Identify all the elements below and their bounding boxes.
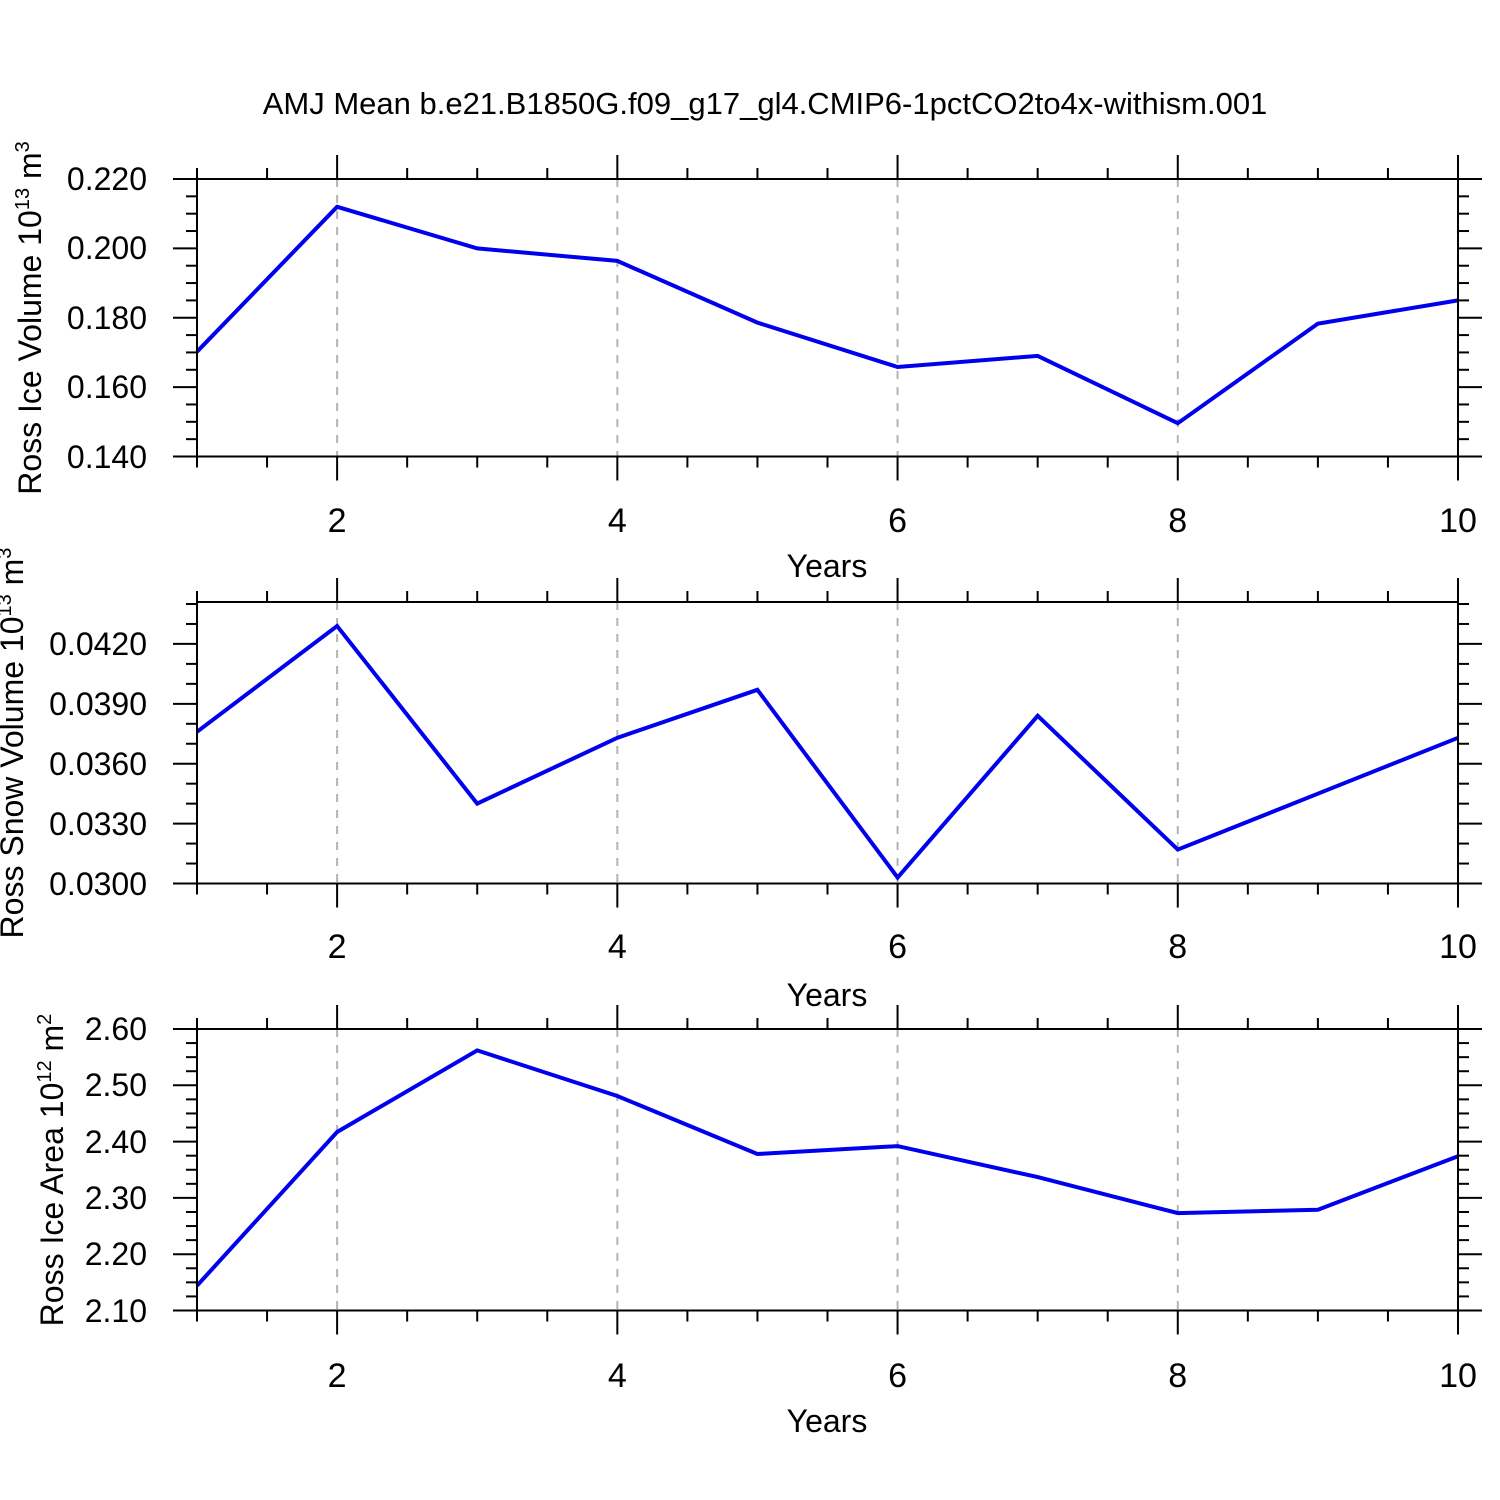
x-tick-label-ross-ice-volume: 8 (1168, 502, 1188, 540)
y-tick-label-ross-snow-volume: 0.0330 (49, 805, 147, 842)
y-tick-label-ross-ice-area: 2.60 (84, 1011, 147, 1047)
y-axis-title-unit-exp: 3 (12, 141, 34, 153)
y-axis-title-ice-area: Ross Ice Area 1012 m2 (26, 910, 78, 1430)
y-tick-label-ross-ice-volume: 0.200 (66, 230, 147, 267)
y-tick-label-ross-ice-area: 2.10 (84, 1292, 147, 1329)
x-tick-label-ross-ice-area: 6 (888, 1357, 907, 1395)
x-tick-label-ross-snow-volume: 2 (327, 928, 347, 966)
x-tick-label-ross-ice-area: 8 (1168, 1357, 1188, 1395)
x-tick-label-ross-snow-volume: 8 (1168, 928, 1188, 966)
y-tick-label-ross-ice-volume: 0.220 (66, 161, 147, 197)
y-tick-label-ross-ice-volume: 0.160 (66, 369, 147, 406)
y-tick-label-ross-snow-volume: 0.0360 (49, 745, 147, 782)
x-tick-label-ross-ice-volume: 2 (327, 502, 347, 540)
x-tick-label-ross-ice-area: 10 (1439, 1357, 1477, 1395)
chart-title: AMJ Mean b.e21.B1850G.f09_g17_gl4.CMIP6-… (262, 86, 1268, 121)
data-line-ross-snow-volume (195, 623, 1459, 881)
y-axis-title-exp: 13 (0, 594, 16, 617)
y-tick-label-ross-ice-area: 2.40 (84, 1123, 147, 1160)
x-axis-title-plot2: Years (786, 977, 868, 1013)
y-tick-label-ross-ice-area: 2.30 (84, 1179, 147, 1216)
plot-frame-ross-ice-area (196, 1028, 1459, 1312)
y-tick-label-ross-ice-volume: 0.180 (66, 299, 147, 336)
x-axis-title-plot3: Years (786, 1403, 868, 1439)
x-tick-label-ross-snow-volume: 4 (607, 928, 627, 966)
x-axis-title-plot1: Years (786, 548, 868, 584)
data-line-ross-ice-area (195, 1048, 1459, 1288)
y-tick-label-ross-snow-volume: 0.0390 (49, 685, 147, 722)
y-tick-label-ross-snow-volume: 0.0420 (49, 625, 147, 662)
x-tick-label-ross-ice-area: 4 (607, 1357, 627, 1395)
y-tick-label-ross-ice-area: 2.50 (84, 1067, 147, 1104)
y-axis-title-unit: m (0, 559, 30, 595)
data-line-ross-ice-volume (195, 204, 1459, 426)
x-tick-label-ross-snow-volume: 10 (1439, 928, 1477, 966)
y-tick-label-ross-ice-area: 2.20 (84, 1236, 147, 1273)
x-tick-label-ross-snow-volume: 6 (888, 928, 907, 966)
y-tick-label-ross-snow-volume: 0.0300 (49, 865, 147, 902)
x-tick-label-ross-ice-volume: 6 (888, 502, 907, 540)
x-tick-label-ross-ice-area: 2 (327, 1357, 347, 1395)
y-tick-label-ross-ice-volume: 0.140 (66, 438, 147, 475)
x-tick-label-ross-ice-volume: 10 (1439, 502, 1477, 540)
y-axis-title-unit-exp: 3 (0, 548, 16, 559)
x-tick-label-ross-ice-volume: 4 (607, 502, 627, 540)
plot-frame-ross-snow-volume (196, 601, 1459, 885)
